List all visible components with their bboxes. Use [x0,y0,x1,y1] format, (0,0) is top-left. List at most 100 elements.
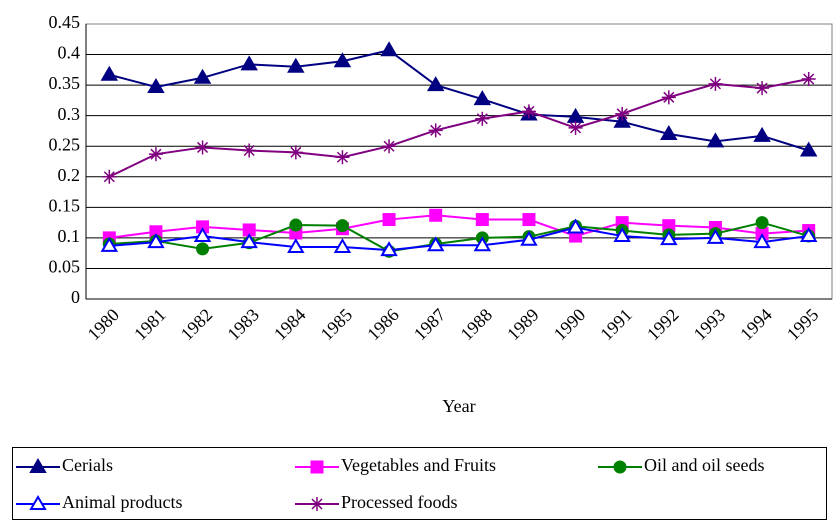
legend-label: Cerials [62,455,113,475]
marker [29,458,47,473]
marker [429,208,443,222]
marker [426,76,445,92]
marker [428,123,443,138]
marker [615,106,630,121]
series-line [109,221,809,253]
marker [706,132,725,148]
marker [799,227,818,243]
series-line [109,49,809,152]
marker [240,233,258,249]
marker [287,57,305,73]
marker [287,238,305,254]
marker [195,140,210,155]
marker [801,72,816,86]
x-axis-label: Year [442,396,475,416]
x-tick-label: 1992 [643,305,683,345]
y-tick-label: 0.25 [49,134,81,154]
marker [426,236,445,252]
marker [382,213,396,227]
y-tick-label: 0.3 [58,104,81,124]
marker [660,230,678,246]
y-tick-label: 0.4 [58,43,81,63]
y-tick-label: 0.45 [49,12,81,32]
x-tick-label: 1984 [270,305,310,345]
series-line [109,226,809,252]
legend-item: Vegetables and Fruits [295,455,496,475]
y-tick-label: 0 [71,287,80,307]
marker [100,65,119,81]
marker [475,111,490,126]
x-tick-label: 1989 [503,305,543,345]
y-tick-label: 0.05 [49,257,81,277]
marker [753,126,771,142]
marker [475,213,489,227]
series-line [108,78,809,178]
marker [148,147,163,162]
marker [147,77,165,93]
marker [240,55,258,71]
marker [333,238,352,254]
marker [380,241,398,257]
marker [193,227,212,243]
legend-item: Animal products [16,492,182,512]
marker [147,233,165,249]
legend-label: Vegetables and Fruits [341,455,496,475]
marker [242,143,257,158]
marker [380,41,398,57]
x-tick-label: 1986 [363,305,403,345]
marker [196,242,210,256]
marker [473,90,492,106]
x-tick-label: 1994 [736,305,776,345]
marker [193,68,212,84]
marker [100,236,119,252]
marker [29,495,47,510]
marker [522,213,536,227]
marker [799,141,818,157]
y-tick-label: 0.2 [58,165,81,185]
legend-box [12,447,827,520]
marker [382,139,397,154]
x-tick-label: 1983 [223,305,263,345]
x-tick-label: 1985 [317,305,357,345]
marker [753,233,771,249]
marker [568,120,583,135]
x-tick-label: 1982 [177,305,217,345]
marker [310,460,324,474]
x-tick-label: 1995 [783,305,823,345]
marker [520,230,538,246]
legend-item: Cerials [16,455,113,475]
marker [288,145,303,160]
x-tick-label: 1993 [690,305,730,345]
marker [755,216,769,230]
marker [613,227,631,243]
y-tick-label: 0.1 [58,226,81,246]
marker [708,76,723,91]
marker [755,81,770,96]
marker [521,104,536,119]
legend-item: Processed foods [295,492,457,512]
marker [102,169,117,184]
marker [473,236,492,252]
x-tick-label: 1988 [456,305,496,345]
legend-item: Oil and oil seeds [598,455,764,475]
x-tick-label: 1987 [410,305,450,345]
marker [310,497,324,511]
legend-label: Oil and oil seeds [644,455,764,475]
y-tick-label: 0.35 [49,73,81,93]
x-tick-label: 1991 [596,305,636,345]
series-line [109,214,809,239]
marker [289,218,303,232]
plot-border [85,23,833,300]
marker [335,150,350,165]
legend-label: Animal products [62,492,182,512]
legend-label: Processed foods [341,492,457,512]
y-tick-label: 0.15 [49,195,81,215]
marker [660,125,678,140]
marker [333,52,352,68]
x-tick-label: 1980 [83,305,123,345]
marker [566,218,585,234]
marker [335,219,349,233]
marker [661,90,676,105]
marker [706,228,725,244]
